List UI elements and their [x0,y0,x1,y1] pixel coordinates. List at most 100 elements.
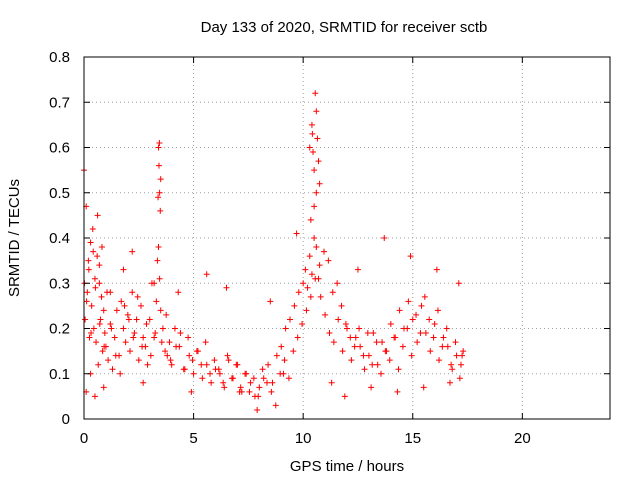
data-point [121,302,128,309]
data-point [381,235,388,241]
data-point [443,325,450,332]
data-point [247,379,254,386]
data-point [413,311,420,318]
data-point [146,316,153,323]
data-point [84,289,91,296]
data-point [269,379,276,386]
y-tick-label: 0.7 [49,94,70,111]
data-point [420,384,427,391]
data-point [233,361,240,368]
data-point [426,316,433,323]
data-point [329,289,336,296]
data-point [130,334,137,341]
data-point [105,357,112,364]
data-point [117,370,124,377]
data-point [460,348,467,355]
data-point [317,293,324,300]
data-point [334,280,341,287]
data-point [457,361,464,368]
data-point [408,352,415,359]
data-point [93,339,100,346]
y-tick-label: 0.2 [49,321,70,338]
data-point [90,325,97,332]
data-point [280,370,287,377]
data-point [299,320,306,327]
data-point [444,343,451,350]
data-point [152,330,159,337]
data-point [439,343,446,350]
data-point [135,357,142,364]
data-point [96,320,103,327]
data-point [311,203,318,210]
data-point [396,307,403,314]
data-point [294,334,301,341]
y-tick-label: 0 [62,411,70,428]
data-point [361,366,368,373]
data-point [139,343,146,350]
data-point [267,298,274,305]
data-point [156,139,163,146]
data-point [129,289,136,296]
data-point [312,275,319,282]
data-point [186,352,193,359]
data-point [118,298,125,305]
data-point [311,167,318,174]
data-point [313,244,320,251]
data-point [224,352,231,359]
data-point [95,361,102,368]
data-point [315,158,322,165]
data-point [255,393,262,400]
data-point [127,348,134,355]
data-point [370,330,377,337]
data-point [237,384,244,391]
data-point [111,334,118,341]
data-point [309,130,316,137]
data-point [225,357,232,364]
data-point [434,307,441,314]
data-point [91,275,98,282]
gridlines [84,57,610,419]
data-point [157,207,164,214]
data-point [354,266,361,273]
data-point [101,343,108,350]
data-point [108,325,115,332]
data-point [215,366,222,373]
data-point [405,298,412,305]
plot-frame [83,56,611,420]
data-point [147,352,154,359]
data-point [447,379,454,386]
data-point [254,406,261,413]
data-point [386,357,393,364]
data-point [273,352,280,359]
data-point [387,320,394,327]
data-point [207,370,214,377]
data-point [203,271,210,278]
data-point [96,262,103,269]
data-point [85,266,92,273]
data-point [159,325,166,332]
data-point [177,330,184,337]
data-point [246,388,253,395]
data-point [259,366,266,373]
axis-ticks [83,56,610,420]
data-point [268,388,275,395]
data-point [399,343,406,350]
data-point [153,298,160,305]
data-point [377,370,384,377]
data-point [167,357,174,364]
data-points [81,90,467,413]
data-point [220,379,227,386]
data-point [307,216,314,223]
data-point [140,379,147,386]
data-point [291,302,298,309]
data-point [107,320,114,327]
data-point [122,339,129,346]
data-point [166,339,173,346]
data-point [313,108,320,115]
data-point [98,293,105,300]
data-point [320,248,327,255]
data-point [290,348,297,355]
data-point [155,194,162,201]
data-point [94,212,101,219]
data-point [310,149,317,156]
